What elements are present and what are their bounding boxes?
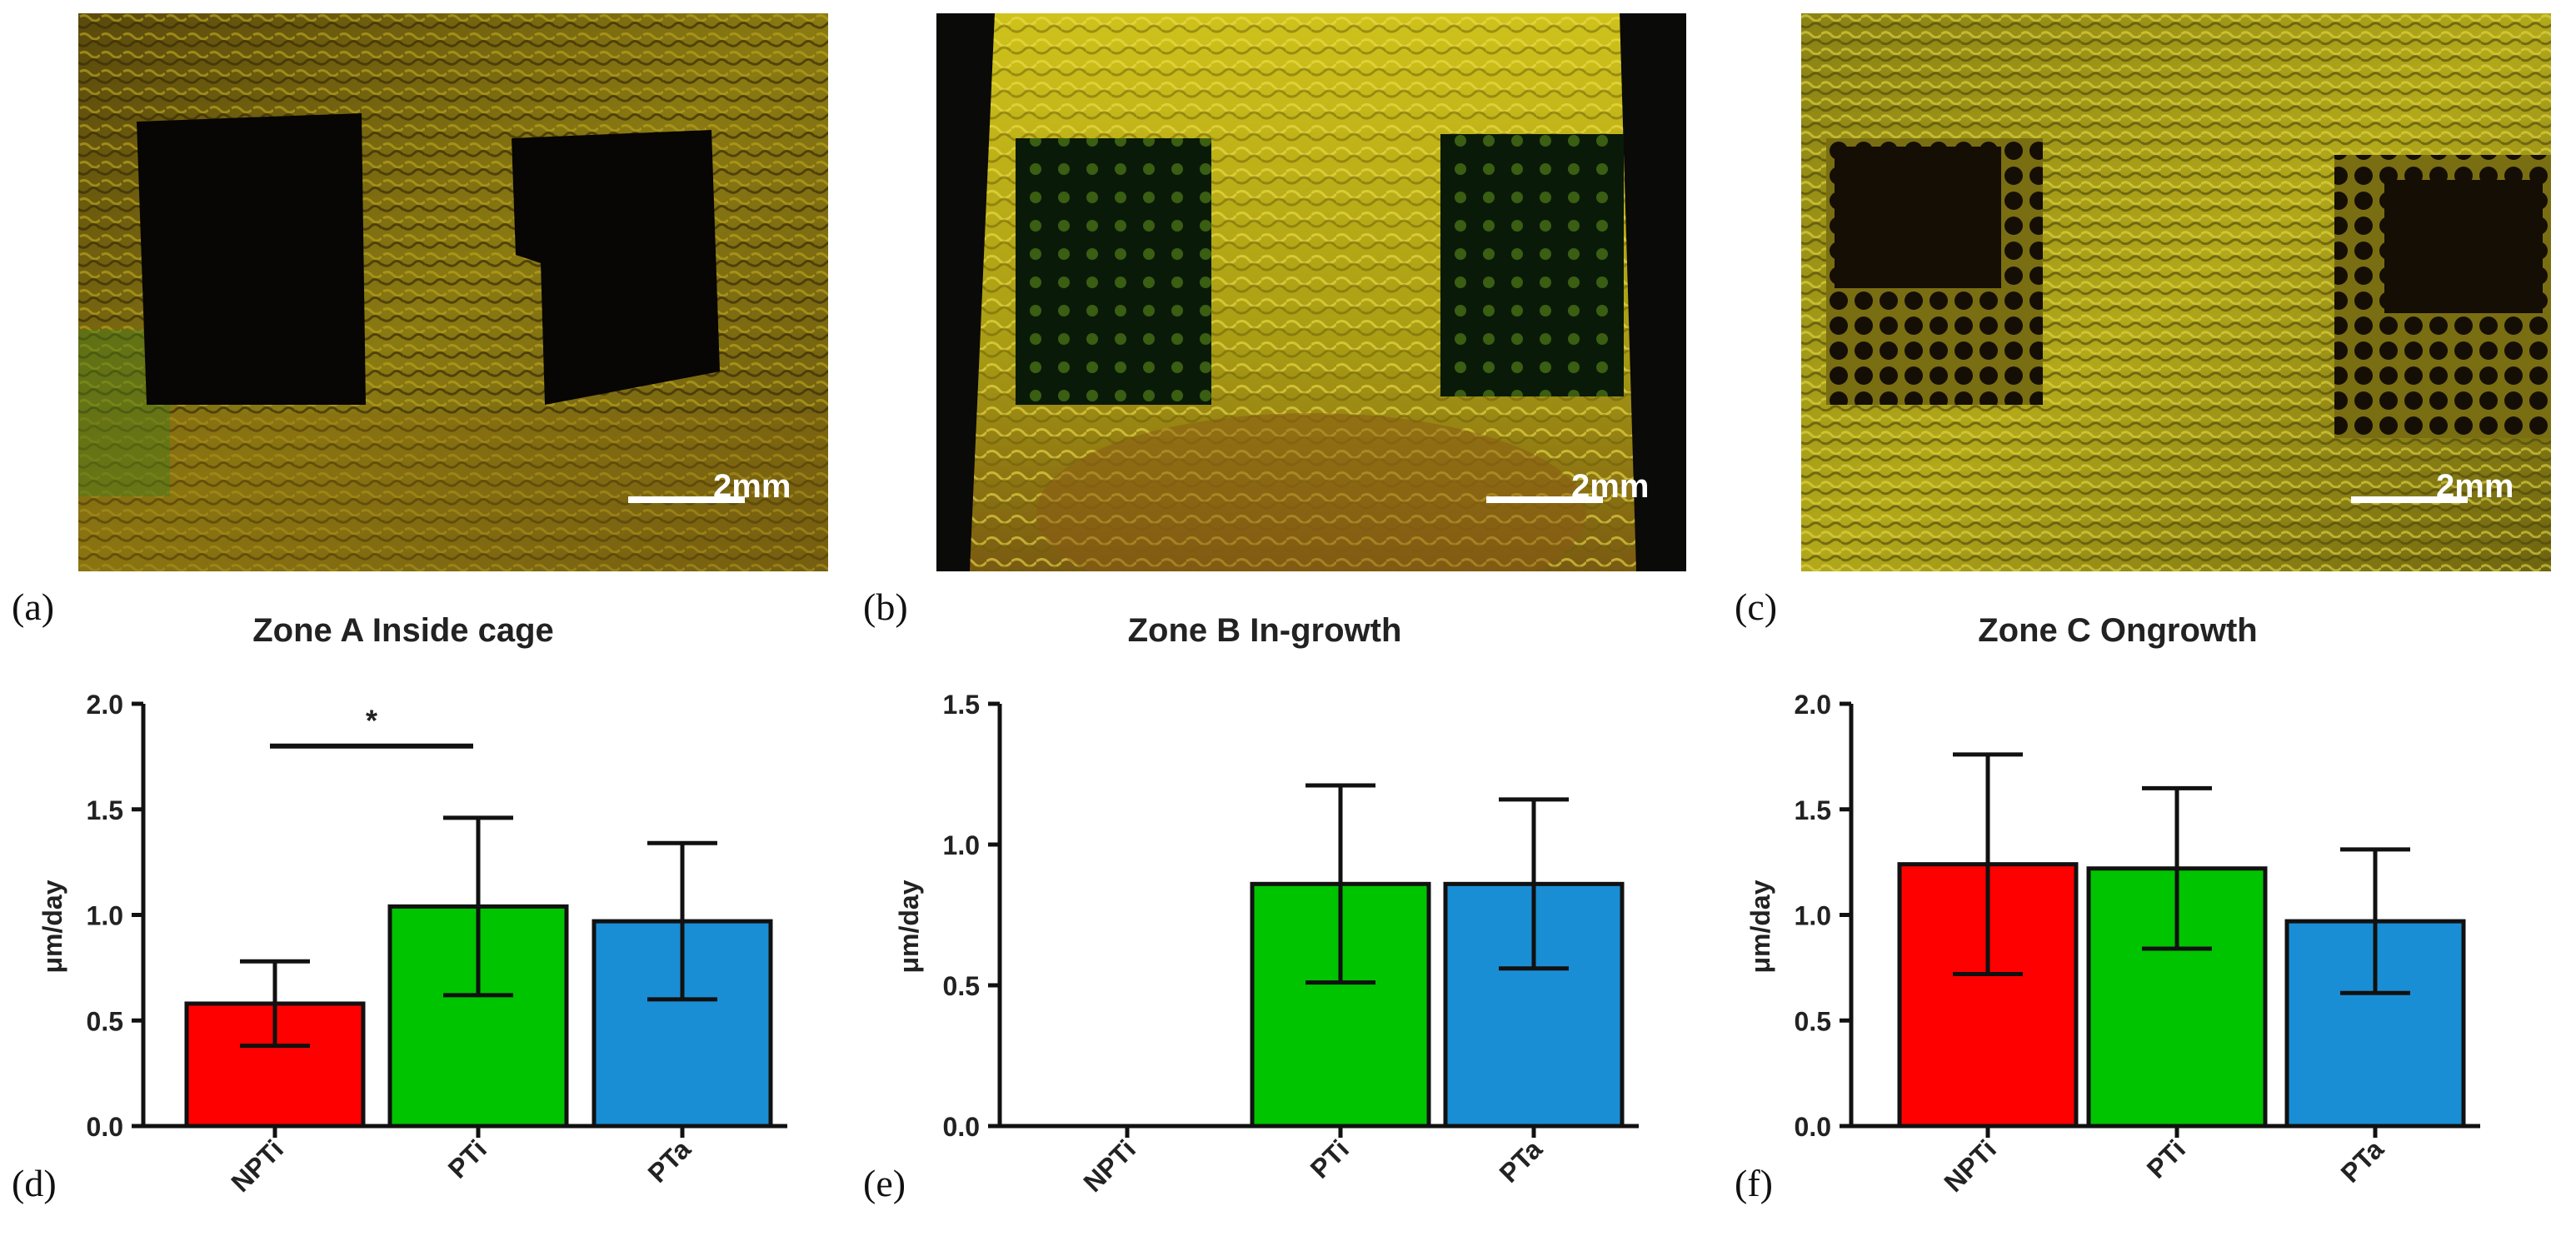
micrograph-a [78,13,828,571]
chart1-ytick-label: 0.0 [87,1112,123,1142]
chart3-ytick-label: 1.5 [1795,795,1831,825]
chart2-ytick-label: 1.5 [943,690,980,720]
chart1-ytick-label: 0.5 [87,1006,123,1036]
chart1-xlabel-pti: PTi [442,1134,492,1184]
chart2-title: Zone B In-growth [1128,612,1402,649]
chart3-y-label: μm/day [1745,880,1775,973]
micrograph-b [936,13,1686,571]
panel-label-c: (c) [1735,586,1778,628]
panel-label-a: (a) [12,586,55,628]
chart2-y-label: μm/day [894,880,924,973]
chart2-ytick-label: 1.0 [943,830,980,860]
chart3-ytick-label: 0.0 [1795,1112,1831,1142]
chart3-ytick-label: 2.0 [1795,690,1831,720]
chart2-xlabel-pti: PTi [1305,1134,1355,1184]
chart2-xlabel-npti: NPTi [1077,1134,1141,1198]
chart1-ytick-label: 1.5 [87,795,123,825]
chart1-title: Zone A Inside cage [252,612,554,649]
chart3-xlabel-pti: PTi [2141,1134,2191,1184]
chart1-significance-label: * [366,704,377,738]
chart2-ytick-label: 0.5 [943,971,980,1001]
scale-label-a: 2mm [713,468,791,505]
panel-label-f: (f) [1735,1162,1773,1204]
chart1-xlabel-npti: NPTi [225,1134,289,1198]
panel-label-d: (d) [12,1162,57,1204]
scale-label-b: 2mm [1571,468,1650,505]
chart1-xlabel-pta: PTa [642,1134,696,1188]
chart1-y-label: μm/day [37,880,67,973]
chart3-xlabel-npti: NPTi [1938,1134,2002,1198]
chart1-ytick-label: 2.0 [87,690,123,720]
chart3-ytick-label: 0.5 [1795,1006,1831,1036]
micrograph-c [1801,13,2551,571]
chart3-ytick-label: 1.0 [1795,901,1831,931]
chart2-xlabel-pta: PTa [1494,1134,1548,1188]
panel-label-b: (b) [863,586,908,628]
chart3-title: Zone C Ongrowth [1978,612,2258,649]
chart1-ytick-label: 1.0 [87,901,123,931]
chart3-xlabel-pta: PTa [2335,1134,2389,1188]
panel-label-e: (e) [863,1162,906,1204]
scale-label-c: 2mm [2436,468,2514,505]
chart2-ytick-label: 0.0 [943,1112,980,1142]
